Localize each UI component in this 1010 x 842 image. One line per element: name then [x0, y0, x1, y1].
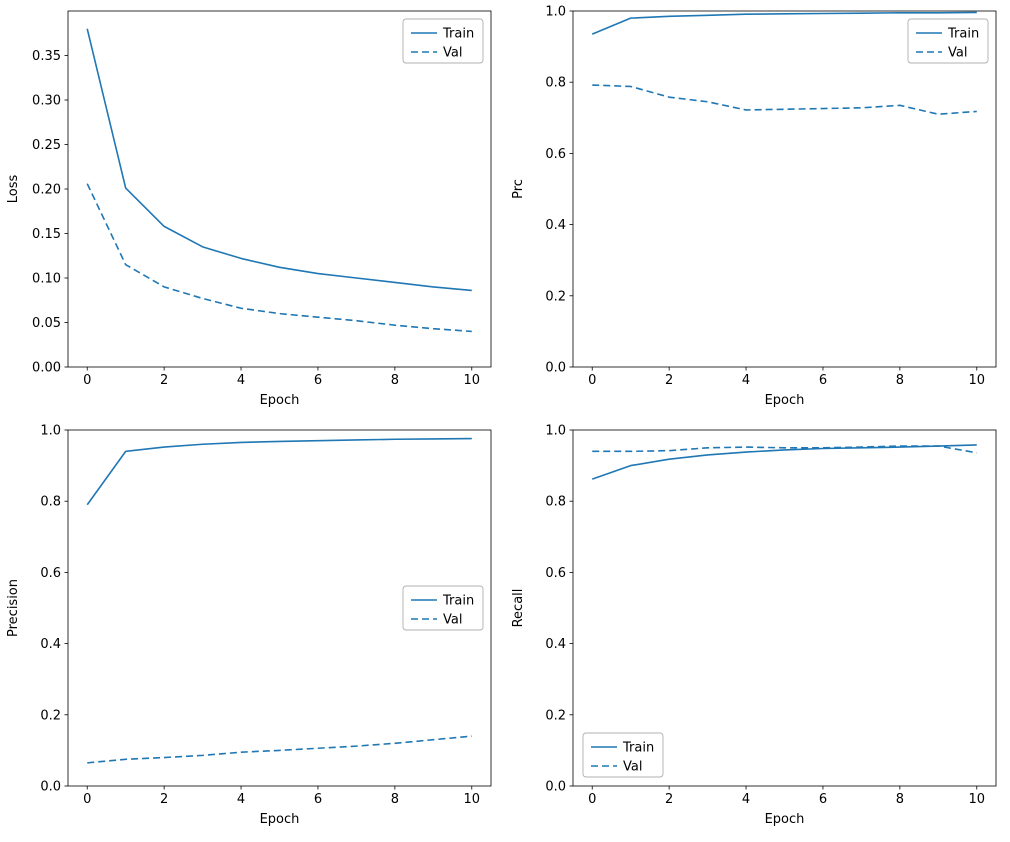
x-tick-label: 2 [665, 792, 673, 807]
legend-val-label: Val [443, 46, 462, 61]
x-tick-label: 8 [391, 792, 399, 807]
val-line [86, 183, 472, 333]
y-tick-label: 0.05 [32, 316, 61, 331]
y-tick-label: 0.6 [545, 147, 566, 162]
plot-prc: 0 2 4 6 8 10 0.0 0.2 0.4 0.6 0.8 1.0 Epoch Prc Train Va… [511, 5, 997, 408]
x-tick-label: 8 [391, 373, 399, 388]
val-line [592, 445, 977, 454]
x-axis-label: Epoch [260, 812, 300, 827]
x-tick-label: 0 [588, 373, 596, 388]
y-tick-label: 0.8 [545, 495, 566, 510]
x-tick-label: 2 [160, 792, 168, 807]
y-tick-label: 0.4 [545, 218, 566, 233]
train-line [86, 437, 472, 506]
plot-recall: 0 2 4 6 8 10 0.0 0.2 0.4 0.6 0.8 1.0 Epoch Recall Trai… [511, 424, 997, 827]
chart-recall: 0 2 4 6 8 10 0.0 0.2 0.4 0.6 0.8 1.0 Epoch Recall Trai… [505, 419, 1010, 838]
val-line [87, 735, 472, 764]
legend: Train Val [582, 732, 664, 778]
legend-train-label: Train [622, 741, 654, 756]
x-tick-label: 10 [968, 792, 985, 807]
x-tick-label: 4 [237, 373, 245, 388]
chart-prc: 0 2 4 6 8 10 0.0 0.2 0.4 0.6 0.8 1.0 Epoch Prc Train Va… [505, 0, 1010, 419]
y-tick-label: 1.0 [40, 424, 61, 439]
y-tick-label: 0.8 [545, 76, 566, 91]
y-tick-label: 0.6 [545, 566, 566, 581]
y-tick-label: 0.20 [32, 183, 61, 198]
y-tick-label: 0.2 [545, 289, 566, 304]
x-tick-label: 6 [314, 792, 322, 807]
x-tick-label: 0 [83, 373, 91, 388]
plot-precision: 0 2 4 6 8 10 0.0 0.2 0.4 0.6 0.8 1.0 Epoch Precision T… [6, 424, 492, 827]
y-tick-label: 0.2 [40, 708, 61, 723]
x-tick-label: 10 [968, 373, 985, 388]
x-axis-label: Epoch [260, 393, 300, 408]
y-tick-label: 0.35 [32, 49, 61, 64]
train-line [86, 28, 472, 292]
x-tick-label: 2 [160, 373, 168, 388]
y-tick-label: 0.4 [40, 637, 61, 652]
y-axis-label: Recall [511, 589, 526, 628]
legend-train-label: Train [947, 27, 979, 42]
legend-train-label: Train [442, 27, 474, 42]
y-tick-label: 1.0 [545, 5, 566, 20]
axes-spines [67, 429, 492, 787]
legend-train-label: Train [442, 594, 474, 609]
y-tick-label: 0.4 [545, 637, 566, 652]
legend-val-label: Val [623, 760, 642, 775]
x-tick-label: 4 [742, 792, 750, 807]
y-tick-label: 0.0 [545, 361, 566, 376]
x-tick-label: 10 [463, 373, 480, 388]
x-tick-label: 4 [237, 792, 245, 807]
x-tick-label: 10 [463, 792, 480, 807]
y-tick-label: 0.25 [32, 138, 61, 153]
axes-spines [572, 429, 997, 787]
legend-val-label: Val [948, 46, 967, 61]
legend: Train Val [907, 18, 989, 64]
y-tick-label: 0.0 [545, 780, 566, 795]
y-tick-label: 0.8 [40, 495, 61, 510]
y-tick-label: 0.15 [32, 227, 61, 242]
x-tick-label: 0 [83, 792, 91, 807]
y-tick-label: 0.10 [32, 272, 61, 287]
legend: Train Val [402, 18, 484, 64]
x-tick-label: 8 [896, 792, 904, 807]
x-tick-label: 8 [896, 373, 904, 388]
y-axis-label: Prc [511, 179, 526, 199]
y-tick-label: 0.6 [40, 566, 61, 581]
axes-spines [572, 10, 997, 368]
x-tick-label: 4 [742, 373, 750, 388]
legend-val-label: Val [443, 613, 462, 628]
x-tick-label: 6 [819, 792, 827, 807]
train-line [591, 444, 977, 480]
chart-precision: 0 2 4 6 8 10 0.0 0.2 0.4 0.6 0.8 1.0 Epoch Precision T… [0, 419, 505, 838]
x-axis-label: Epoch [765, 812, 805, 827]
y-axis-label: Precision [6, 579, 21, 637]
y-tick-label: 0.00 [32, 361, 61, 376]
y-tick-label: 0.30 [32, 94, 61, 109]
x-tick-label: 6 [314, 373, 322, 388]
legend: Train Val [402, 585, 484, 631]
axes-spines [67, 10, 492, 368]
val-line [592, 84, 977, 116]
x-axis-label: Epoch [765, 393, 805, 408]
train-line [591, 11, 977, 35]
y-axis-label: Loss [6, 175, 21, 204]
chart-loss: 0 2 4 6 8 10 0.00 0.05 0.10 0.15 0.20 0.25 0.30 0.35 E… [0, 0, 505, 419]
y-tick-label: 1.0 [545, 424, 566, 439]
y-tick-label: 0.0 [40, 780, 61, 795]
y-tick-label: 0.2 [545, 708, 566, 723]
x-tick-label: 6 [819, 373, 827, 388]
x-tick-label: 2 [665, 373, 673, 388]
x-tick-label: 0 [588, 792, 596, 807]
plot-loss: 0 2 4 6 8 10 0.00 0.05 0.10 0.15 0.20 0.25 0.30 0.35 E… [6, 10, 492, 408]
